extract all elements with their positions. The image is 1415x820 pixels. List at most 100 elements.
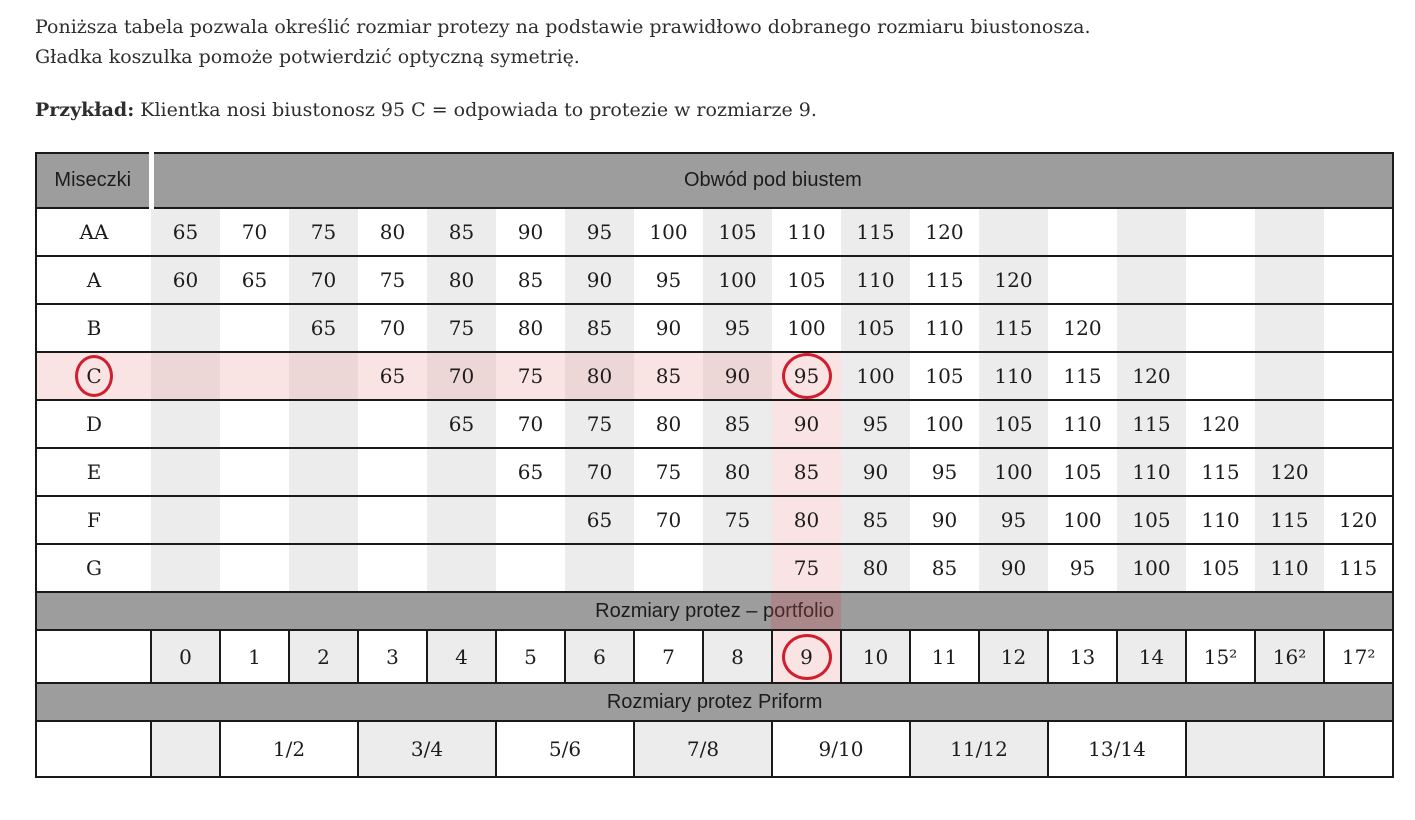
empty-cell bbox=[1186, 255, 1255, 304]
size-cell: 65 bbox=[289, 303, 358, 352]
size-cell: 85 bbox=[772, 447, 841, 496]
empty-cell bbox=[427, 495, 496, 544]
priform-size-cell: 9/10 bbox=[771, 720, 910, 777]
portfolio-size-cell: 15² bbox=[1185, 629, 1255, 683]
empty-cell bbox=[151, 447, 220, 496]
empty-cell bbox=[1255, 399, 1324, 448]
intro-text: Poniższa tabela pozwala określić rozmiar… bbox=[35, 12, 1393, 72]
page: Poniższa tabela pozwala określić rozmiar… bbox=[35, 12, 1395, 778]
size-cell: 120 bbox=[979, 255, 1048, 304]
empty-cell bbox=[427, 447, 496, 496]
priform-header-row: Rozmiary protez Priform bbox=[36, 682, 1394, 721]
example-body: Klientka nosi biustonosz 95 C = odpowiad… bbox=[134, 99, 817, 121]
empty-cell bbox=[151, 495, 220, 544]
empty-cell bbox=[1255, 303, 1324, 352]
portfolio-size-cell: 8 bbox=[702, 629, 772, 683]
size-cell: 100 bbox=[1117, 543, 1186, 592]
size-cell: 110 bbox=[979, 351, 1048, 400]
size-cell: 120 bbox=[1324, 495, 1394, 544]
size-cell: 110 bbox=[1255, 543, 1324, 592]
empty-cell bbox=[1324, 303, 1394, 352]
size-cell: 105 bbox=[772, 255, 841, 304]
empty-cell bbox=[979, 207, 1048, 256]
priform-sizes-row: 1/2 3/4 5/6 7/8 9/10 11/12 13/14 bbox=[36, 720, 1394, 777]
empty-cell bbox=[1324, 351, 1394, 400]
size-cell: 100 bbox=[634, 207, 703, 256]
size-cell: 75 bbox=[565, 399, 634, 448]
size-cell: 70 bbox=[496, 399, 565, 448]
cup-label: D bbox=[36, 399, 151, 448]
size-cell: 105 bbox=[1186, 543, 1255, 592]
size-cell: 105 bbox=[841, 303, 910, 352]
empty-cell bbox=[358, 495, 427, 544]
size-cell: 70 bbox=[289, 255, 358, 304]
size-cell: 90 bbox=[496, 207, 565, 256]
size-cell: 70 bbox=[427, 351, 496, 400]
cup-label: AA bbox=[36, 207, 151, 256]
size-cell: 90 bbox=[910, 495, 979, 544]
size-cell: 85 bbox=[841, 495, 910, 544]
size-cell: 105 bbox=[1048, 447, 1117, 496]
priform-sizes-section: 1/2 3/4 5/6 7/8 9/10 11/12 13/14 bbox=[36, 720, 1394, 777]
size-cell: 85 bbox=[634, 351, 703, 400]
size-cell: 110 bbox=[841, 255, 910, 304]
size-cell: 105 bbox=[979, 399, 1048, 448]
size-cell: 100 bbox=[979, 447, 1048, 496]
size-cell: 70 bbox=[220, 207, 289, 256]
size-cell: 80 bbox=[358, 207, 427, 256]
empty-cell bbox=[220, 543, 289, 592]
size-cell: 85 bbox=[565, 303, 634, 352]
empty-cell bbox=[1255, 255, 1324, 304]
empty-cell bbox=[1255, 351, 1324, 400]
empty-cell bbox=[220, 303, 289, 352]
portfolio-size-cell: 3 bbox=[357, 629, 427, 683]
example-text: Przykład: Klientka nosi biustonosz 95 C … bbox=[35, 97, 1393, 123]
empty-cell bbox=[1324, 207, 1394, 256]
portfolio-sizes-section: 0 1 2 3 4 5 6 7 8 9 10 11 12 13 14 15² 16² 17² bbox=[36, 629, 1394, 683]
size-cell: 90 bbox=[841, 447, 910, 496]
size-cell: 110 bbox=[1186, 495, 1255, 544]
portfolio-header-row: Rozmiary protez – portfolio bbox=[36, 591, 1394, 630]
cup-row-E: E 65 70 75 80 85 90 95 100 105 110 115 120 bbox=[36, 447, 1394, 496]
empty-cell bbox=[36, 629, 151, 683]
red-circle-annotation: C bbox=[75, 355, 113, 397]
size-cell: 65 bbox=[496, 447, 565, 496]
empty-cell bbox=[220, 351, 289, 400]
size-cell: 75 bbox=[427, 303, 496, 352]
priform-header: Rozmiary protez Priform bbox=[36, 682, 1394, 721]
size-cell: 65 bbox=[220, 255, 289, 304]
size-cell: 65 bbox=[358, 351, 427, 400]
portfolio-size-cell: 7 bbox=[633, 629, 703, 683]
size-cell: 110 bbox=[1117, 447, 1186, 496]
empty-cell bbox=[703, 543, 772, 592]
empty-cell bbox=[358, 543, 427, 592]
example-label: Przykład: bbox=[35, 99, 135, 121]
priform-size-cell: 13/14 bbox=[1047, 720, 1186, 777]
portfolio-header-label: Rozmiary protez – portfolio bbox=[595, 599, 835, 622]
size-cell: 65 bbox=[427, 399, 496, 448]
portfolio-header: Rozmiary protez – portfolio bbox=[36, 591, 1394, 630]
portfolio-size-cell: 2 bbox=[288, 629, 358, 683]
size-cell: 80 bbox=[427, 255, 496, 304]
portfolio-size-cell: 0 bbox=[150, 629, 220, 683]
intro-line-1: Poniższa tabela pozwala określić rozmiar… bbox=[35, 16, 1091, 38]
empty-cell bbox=[1186, 207, 1255, 256]
cup-row-A: A 60 65 70 75 80 85 90 95 100 105 110 115 120 bbox=[36, 255, 1394, 304]
portfolio-size-cell: 11 bbox=[909, 629, 979, 683]
cup-row-C: C 65 70 75 80 85 90 95 100 105 110 115 120 bbox=[36, 351, 1394, 400]
priform-size-cell: 7/8 bbox=[633, 720, 772, 777]
size-cell: 75 bbox=[772, 543, 841, 592]
size-cell: 100 bbox=[841, 351, 910, 400]
size-cell: 105 bbox=[910, 351, 979, 400]
empty-cell bbox=[151, 543, 220, 592]
cup-label: B bbox=[36, 303, 151, 352]
empty-cell bbox=[289, 399, 358, 448]
empty-cell bbox=[1186, 351, 1255, 400]
empty-cell bbox=[289, 351, 358, 400]
size-cell: 115 bbox=[979, 303, 1048, 352]
size-cell: 90 bbox=[979, 543, 1048, 592]
cup-label: A bbox=[36, 255, 151, 304]
size-cell: 75 bbox=[634, 447, 703, 496]
empty-cell bbox=[634, 543, 703, 592]
size-cell: 75 bbox=[289, 207, 358, 256]
